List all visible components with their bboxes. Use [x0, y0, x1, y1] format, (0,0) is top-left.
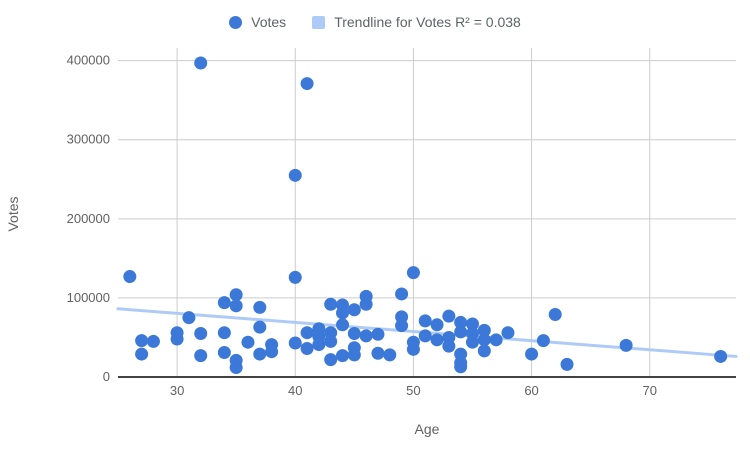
- data-point[interactable]: [324, 353, 338, 367]
- data-point[interactable]: [406, 266, 420, 280]
- data-point[interactable]: [442, 309, 456, 323]
- legend-item-trendline[interactable]: Trendline for Votes R² = 0.038: [312, 14, 521, 30]
- data-point[interactable]: [359, 297, 373, 311]
- data-point[interactable]: [347, 327, 361, 341]
- data-point[interactable]: [241, 335, 255, 349]
- data-point[interactable]: [430, 318, 444, 332]
- legend-label-trendline: Trendline for Votes R² = 0.038: [334, 14, 521, 30]
- data-point[interactable]: [288, 336, 302, 350]
- data-point[interactable]: [477, 344, 491, 358]
- data-point[interactable]: [395, 319, 409, 333]
- data-point[interactable]: [123, 270, 137, 284]
- data-point[interactable]: [135, 334, 149, 348]
- data-point[interactable]: [217, 326, 231, 340]
- data-point[interactable]: [501, 326, 515, 340]
- data-point[interactable]: [253, 347, 267, 361]
- data-point[interactable]: [265, 345, 279, 359]
- y-tick-label: 400000: [67, 53, 110, 68]
- data-point[interactable]: [418, 329, 432, 343]
- data-point[interactable]: [477, 333, 491, 347]
- y-tick-label: 0: [103, 369, 110, 384]
- data-point[interactable]: [454, 315, 468, 329]
- data-point[interactable]: [336, 318, 350, 332]
- data-point[interactable]: [548, 308, 562, 322]
- data-point[interactable]: [146, 334, 160, 348]
- x-axis-title: Age: [414, 421, 440, 437]
- data-point[interactable]: [536, 334, 550, 348]
- data-point[interactable]: [477, 323, 491, 337]
- data-point[interactable]: [300, 326, 314, 340]
- series-dot-icon: [229, 15, 243, 29]
- data-point[interactable]: [383, 348, 397, 362]
- data-point[interactable]: [347, 303, 361, 317]
- data-point[interactable]: [288, 270, 302, 284]
- data-point[interactable]: [170, 332, 184, 346]
- legend-item-votes[interactable]: Votes: [229, 14, 286, 30]
- data-point[interactable]: [714, 349, 728, 363]
- x-tick-label: 40: [288, 383, 302, 398]
- data-point[interactable]: [619, 338, 633, 352]
- data-point[interactable]: [371, 346, 385, 360]
- y-tick-label: 300000: [67, 132, 110, 147]
- y-tick-label: 100000: [67, 290, 110, 305]
- data-point[interactable]: [300, 77, 314, 91]
- data-point[interactable]: [253, 300, 267, 314]
- data-point[interactable]: [560, 357, 574, 371]
- data-point[interactable]: [253, 320, 267, 334]
- data-point[interactable]: [442, 339, 456, 353]
- data-point[interactable]: [217, 345, 231, 359]
- data-point[interactable]: [525, 347, 539, 361]
- data-point[interactable]: [229, 361, 243, 375]
- data-point[interactable]: [194, 56, 208, 70]
- data-point[interactable]: [465, 317, 479, 331]
- data-point[interactable]: [395, 287, 409, 301]
- data-point[interactable]: [300, 342, 314, 356]
- x-tick-label: 60: [524, 383, 538, 398]
- chart-legend: Votes Trendline for Votes R² = 0.038: [0, 14, 750, 30]
- data-point[interactable]: [217, 296, 231, 310]
- data-point[interactable]: [465, 335, 479, 349]
- data-point[interactable]: [312, 338, 326, 352]
- x-tick-label: 30: [170, 383, 184, 398]
- data-point[interactable]: [430, 333, 444, 347]
- data-point[interactable]: [454, 325, 468, 339]
- data-point[interactable]: [336, 306, 350, 320]
- data-point[interactable]: [359, 329, 373, 343]
- data-point[interactable]: [336, 349, 350, 363]
- legend-label-votes: Votes: [251, 14, 287, 30]
- data-point[interactable]: [194, 349, 208, 363]
- data-point[interactable]: [194, 327, 208, 341]
- data-point[interactable]: [489, 333, 503, 347]
- data-point[interactable]: [324, 297, 338, 311]
- x-tick-label: 50: [406, 383, 420, 398]
- y-tick-label: 200000: [67, 211, 110, 226]
- data-point[interactable]: [288, 168, 302, 182]
- data-point[interactable]: [229, 299, 243, 313]
- data-point[interactable]: [371, 327, 385, 341]
- data-point[interactable]: [324, 334, 338, 348]
- data-point[interactable]: [229, 288, 243, 302]
- trendline-swatch-icon: [312, 15, 326, 29]
- data-point[interactable]: [347, 348, 361, 362]
- data-point[interactable]: [454, 360, 468, 374]
- data-point[interactable]: [406, 342, 420, 356]
- data-point[interactable]: [135, 347, 149, 361]
- data-point[interactable]: [182, 311, 196, 325]
- data-point[interactable]: [418, 314, 432, 328]
- x-tick-label: 70: [643, 383, 657, 398]
